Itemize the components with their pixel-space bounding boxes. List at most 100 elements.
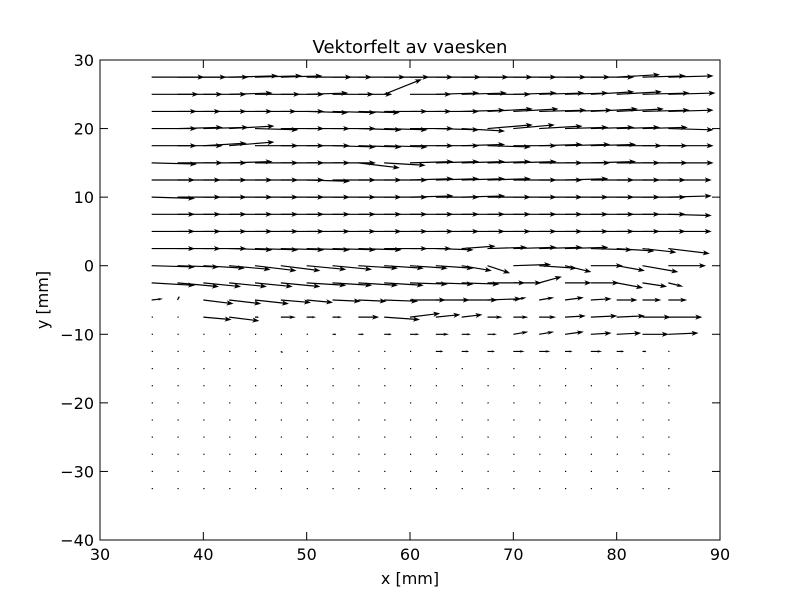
vector-arrow	[461, 453, 463, 455]
vector-arrow	[461, 281, 500, 287]
vector-arrow	[306, 299, 334, 305]
vector-arrow	[487, 91, 531, 97]
vector-arrow	[255, 453, 257, 455]
vector-arrow	[435, 90, 480, 96]
vector-arrow	[590, 488, 592, 490]
vector-arrow	[332, 385, 334, 387]
vector-arrow	[151, 161, 197, 167]
vector-arrow	[410, 368, 412, 370]
vector-arrow	[177, 124, 223, 131]
vector-arrow	[616, 350, 625, 353]
vector-arrow	[384, 419, 386, 421]
vector-arrow	[410, 385, 412, 387]
vector-arrow	[461, 193, 506, 199]
vector-arrow	[461, 488, 463, 490]
vector-arrow	[539, 142, 583, 148]
vector-arrow	[409, 311, 441, 318]
vector-arrow	[616, 282, 644, 290]
vector-arrow	[616, 297, 638, 303]
vector-arrow	[513, 228, 557, 235]
vector-arrow	[539, 211, 583, 217]
vector-arrow	[306, 143, 351, 149]
vector-arrow	[332, 453, 334, 455]
vector-arrow	[642, 297, 662, 303]
vector-arrow	[616, 106, 664, 113]
vector-arrow	[229, 470, 231, 472]
vector-arrow	[384, 282, 424, 288]
vector-arrow	[616, 385, 618, 387]
vector-arrow	[255, 143, 299, 149]
vector-arrow	[668, 90, 716, 96]
vector-arrow	[461, 470, 463, 472]
vector-arrow	[203, 91, 247, 97]
vector-arrow	[358, 453, 360, 455]
vector-arrow	[255, 315, 259, 319]
vector-arrow	[668, 107, 714, 113]
vector-arrow	[384, 228, 428, 235]
vector-arrow	[332, 298, 361, 304]
x-tick-label: 50	[296, 545, 316, 564]
vector-arrow	[461, 368, 463, 370]
vector-arrow	[590, 194, 635, 200]
vector-arrow	[177, 264, 220, 270]
vector-arrow	[280, 470, 282, 472]
vector-arrow	[255, 177, 299, 183]
vector-arrow	[539, 419, 541, 421]
vector-arrow	[151, 419, 153, 421]
vector-arrow	[410, 402, 412, 404]
vector-arrow	[151, 211, 196, 217]
vector-arrow	[229, 350, 231, 352]
vector-arrow	[280, 143, 325, 149]
vector-arrow	[410, 211, 454, 217]
vector-arrow	[642, 90, 690, 96]
vector-arrow	[332, 265, 373, 272]
vector-arrow	[332, 350, 334, 352]
vector-arrow	[642, 194, 686, 200]
vector-arrow	[177, 245, 221, 252]
vector-arrow	[513, 106, 559, 113]
x-tick-label: 30	[90, 545, 110, 564]
vector-arrow	[590, 330, 612, 336]
vector-arrow	[461, 176, 506, 182]
vector-arrow	[461, 228, 506, 235]
vector-arrow	[177, 282, 220, 289]
vector-arrow	[177, 211, 221, 217]
vector-arrow	[539, 160, 583, 166]
vector-arrow	[306, 109, 349, 116]
vector-arrow	[254, 282, 293, 289]
vector-arrow	[461, 243, 496, 250]
vector-arrow	[590, 453, 592, 455]
vector-arrow	[435, 159, 480, 165]
vector-arrow	[642, 402, 644, 404]
vector-arrow	[254, 127, 299, 133]
vector-arrow	[590, 350, 603, 353]
vector-arrow	[616, 436, 618, 438]
vector-arrow	[358, 282, 398, 288]
vector-arrow	[332, 419, 334, 421]
vector-arrow	[177, 385, 179, 387]
vector-arrow	[280, 299, 312, 305]
vector-arrow	[358, 211, 402, 217]
vector-arrow	[151, 143, 197, 149]
vector-arrow	[358, 127, 402, 133]
vector-arrow	[203, 245, 247, 252]
vector-arrow	[487, 280, 526, 286]
vector-arrow	[461, 142, 506, 148]
vector-arrow	[642, 453, 644, 455]
vector-arrow	[254, 299, 289, 306]
vector-arrow	[254, 247, 299, 253]
vector-arrow	[668, 263, 707, 269]
vector-arrow	[461, 350, 470, 353]
vector-arrow	[177, 143, 223, 149]
vector-arrow	[306, 350, 308, 352]
vector-arrow	[461, 402, 463, 404]
vector-arrow	[280, 211, 325, 217]
vector-arrow	[358, 265, 398, 271]
vector-arrow	[590, 177, 635, 183]
vector-arrow	[668, 193, 712, 199]
vector-arrow	[384, 316, 421, 322]
vector-arrow	[203, 385, 205, 387]
vector-arrow	[306, 488, 308, 490]
vector-arrow	[539, 74, 587, 80]
